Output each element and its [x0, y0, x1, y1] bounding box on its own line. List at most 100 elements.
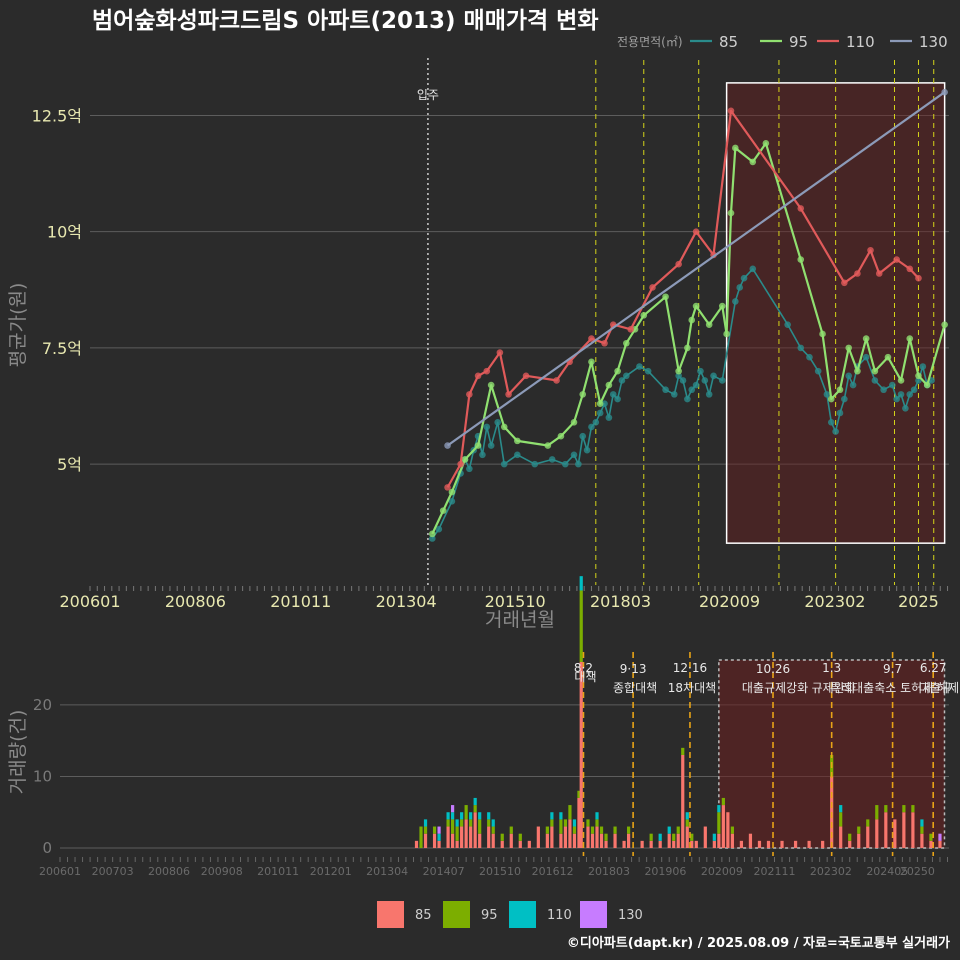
data-point-85	[823, 391, 831, 398]
vol-x-tick-label: 200908	[201, 865, 243, 878]
data-point-95	[723, 330, 730, 338]
data-point-85	[487, 442, 495, 449]
data-point-95	[623, 339, 630, 347]
data-point-95	[718, 302, 726, 310]
volume-bar-95	[604, 833, 608, 841]
data-point-95	[640, 312, 648, 319]
vol-x-tick-label: 201011	[257, 865, 299, 878]
volume-bar-95	[866, 819, 870, 827]
volume-bar-85	[712, 840, 716, 848]
volume-bar-95	[599, 826, 604, 834]
volume-bar-85	[491, 833, 495, 848]
data-point-95	[544, 442, 552, 449]
volume-bar-95	[568, 805, 572, 820]
volume-bar-85	[875, 819, 879, 848]
data-point-110	[522, 372, 530, 380]
volume-bar-95	[920, 826, 924, 834]
bottom-legend-swatch-130	[580, 901, 607, 928]
volume-bar-85	[893, 819, 897, 848]
volume-bar-95	[875, 805, 879, 820]
data-point-85	[841, 395, 848, 403]
data-point-95	[461, 456, 469, 463]
volume-bar-85	[780, 840, 784, 848]
volume-bar-110	[473, 797, 477, 806]
vol-x-tick-label: 200703	[92, 865, 134, 878]
data-point-95	[854, 367, 861, 375]
volume-bar-95	[572, 826, 577, 834]
volume-bar-85	[518, 840, 522, 848]
data-point-85	[832, 428, 839, 435]
volume-bar-95	[577, 790, 581, 798]
volume-bar-110	[491, 819, 495, 827]
bottom-legend-label-95: 95	[481, 908, 498, 923]
policy-name-label: 특례대출축소 토허제 해제	[830, 681, 959, 695]
vol-x-tick-label: 200601	[39, 865, 81, 878]
data-point-85	[880, 386, 887, 394]
data-point-95	[579, 391, 587, 398]
volume-bar-85	[920, 833, 924, 848]
legend-title: 전용면적(㎡)	[617, 35, 683, 49]
data-point-95	[749, 158, 757, 166]
volume-bar-85	[685, 826, 689, 848]
data-point-85	[448, 498, 456, 505]
data-point-110	[875, 270, 883, 277]
vol-x-tick-label: 202009	[701, 865, 743, 878]
volume-bar-85	[622, 840, 626, 848]
data-point-85	[718, 377, 726, 384]
data-point-85	[662, 386, 669, 394]
volume-bar-85	[911, 812, 915, 848]
data-point-95	[692, 302, 700, 310]
data-point-85	[697, 367, 704, 375]
volume-bar-110	[595, 812, 599, 820]
data-point-85	[806, 353, 813, 361]
policy-date-label: 6.27	[920, 661, 947, 675]
policy-date-label: 12·16	[673, 661, 707, 675]
data-point-95	[428, 530, 436, 538]
data-point-110	[483, 367, 491, 375]
data-point-110	[797, 205, 805, 212]
volume-bar-95	[563, 819, 568, 827]
data-point-95	[915, 372, 922, 380]
policy-name-label: 규제완화	[812, 681, 856, 695]
volume-bar-95	[423, 826, 428, 834]
data-point-130	[444, 442, 451, 449]
main-plot: 5억 7.5억 10억 12.5억 입주 200601 200806 201011 201304…	[32, 58, 949, 611]
volume-bar-110	[685, 812, 689, 820]
data-point-85	[579, 432, 587, 440]
vol-x-tick-label: 200806	[148, 865, 190, 878]
data-point-85	[531, 460, 539, 468]
volume-bar-85	[423, 833, 428, 848]
volume-bar-85	[821, 840, 825, 848]
volume-bar-85	[460, 826, 464, 848]
data-point-95	[605, 381, 613, 389]
volume-bar-95	[626, 826, 631, 834]
bottom-legend-label-85: 85	[415, 908, 432, 923]
volume-bar-95	[595, 819, 599, 827]
x-tick-label: 201304	[376, 592, 437, 611]
data-point-85	[740, 274, 748, 282]
bottom-legend: 85 95 110 130	[377, 901, 643, 928]
policy-name-label: 대출규	[919, 681, 952, 695]
data-point-95	[614, 367, 621, 375]
volume-bar-110	[559, 812, 563, 820]
volume-bar-85	[478, 833, 482, 848]
volume-bar-110	[478, 812, 482, 820]
data-point-95	[906, 335, 914, 342]
data-point-95	[941, 321, 948, 328]
series-line-130	[446, 91, 946, 447]
data-point-85	[705, 391, 713, 398]
volume-bar-110	[920, 819, 924, 827]
legend-label-110: 110	[846, 33, 875, 51]
volume-bar-85	[839, 826, 843, 848]
data-point-85	[570, 451, 578, 459]
volume-bar-85	[559, 833, 563, 848]
data-point-95	[487, 381, 495, 389]
data-point-95	[557, 432, 565, 440]
data-point-130	[941, 88, 948, 96]
data-point-95	[762, 140, 770, 147]
volume-bar-95	[839, 812, 843, 827]
data-point-85	[592, 418, 600, 426]
volume-bar-85	[690, 840, 694, 848]
